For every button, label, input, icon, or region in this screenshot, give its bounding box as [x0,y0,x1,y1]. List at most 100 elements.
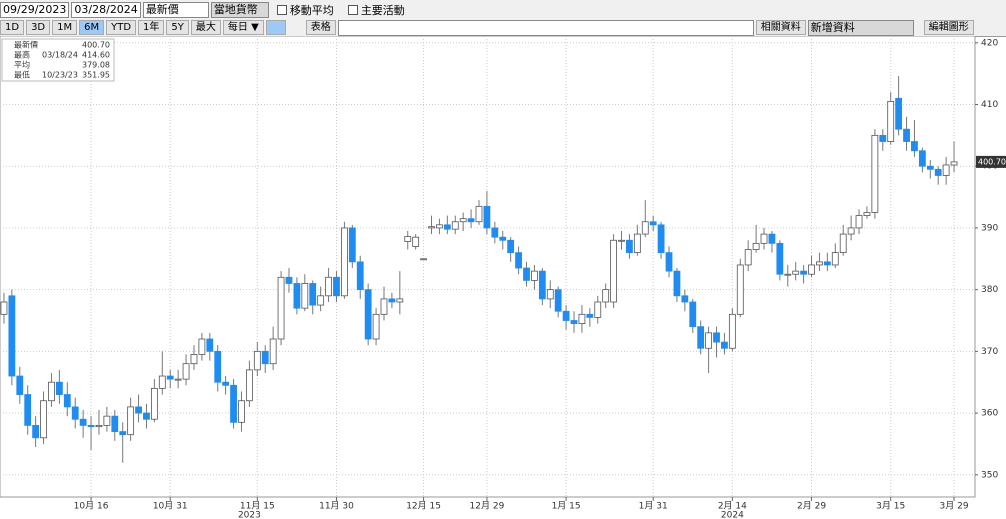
candle-body [649,221,657,226]
candle [143,403,150,429]
candle [428,215,435,235]
range-button[interactable]: 6M [79,20,105,35]
candle-body [32,425,40,439]
candle-body [681,295,689,303]
range-button[interactable]: 最大 [190,20,221,35]
candle-body [253,350,261,371]
candle-body [317,295,325,306]
candle-body [831,252,839,266]
candle-body [396,298,404,303]
candle [633,224,641,256]
search-box[interactable] [337,19,754,36]
moving-average[interactable]: 移動平均 [289,3,334,17]
candle-body [721,341,728,349]
candle-body [602,289,610,303]
candle-body [436,224,443,229]
candle-body [174,378,182,381]
candle [182,354,190,386]
candle [301,274,309,312]
add-data[interactable]: 新增資料 [807,19,914,36]
checkbox[interactable] [347,4,358,15]
candle-body [689,301,697,328]
candle [380,286,388,321]
candle-body [182,363,190,380]
candle [111,409,119,441]
frequency[interactable]: 每日 ▼ [222,20,264,35]
price-field[interactable]: 最新價 [142,1,209,18]
candle-body [816,261,823,266]
x-tick-label: 12月 29 [470,501,505,512]
checkbox[interactable] [276,4,287,15]
x-tick-label: 2月 29 [797,501,826,512]
candle [48,372,55,407]
candle-body [420,258,427,261]
candle-body [847,227,855,235]
candle [16,366,24,404]
range-button[interactable]: YTD [106,20,137,35]
toolbar: 09/29/2023 03/28/2024 最新價 當地貨幣 移動平均 主要活動 [0,0,1006,20]
candle-body [499,236,507,241]
candle-body [610,239,617,303]
candle [443,215,451,235]
candle [32,416,40,448]
range-button[interactable]: 3D [26,20,51,35]
candle-body [111,415,119,432]
stats-bg [1,38,115,82]
candle-body [428,226,435,229]
candle [768,231,776,253]
candle-body [507,239,515,254]
candle [348,224,356,269]
key-events[interactable]: 主要活動 [360,3,405,17]
candle-body [523,267,530,281]
candle [325,268,332,302]
candle [372,308,380,346]
candle-body [325,276,332,297]
candle [879,129,887,151]
candle-body [135,406,142,414]
currency[interactable]: 當地貨幣 [210,1,269,18]
y-tick-label: 350 [981,470,998,480]
related-button[interactable]: 相關資料 [755,20,806,35]
candle [222,376,230,395]
start-date[interactable]: 09/29/2023 [0,1,70,18]
candle [531,264,538,290]
candle-body [166,375,174,380]
candle-body [657,224,665,254]
end-date[interactable]: 03/28/2024 [71,1,141,18]
edit-chart[interactable]: 編輯圖形 [923,20,974,35]
candle [736,258,744,318]
candle-body [895,97,903,130]
candle [293,277,301,315]
candle-body [333,276,340,297]
stat-date: 03/18/24 [42,51,78,60]
range-button[interactable]: 5Y [166,20,189,35]
candle-body [40,400,47,439]
table-button[interactable]: 表格 [305,20,336,35]
candle-body [554,289,562,312]
stat-value: 400.70 [82,41,110,50]
candle [206,332,214,361]
candle-body [341,227,348,297]
range-button[interactable]: 1D [0,20,25,35]
candle-body [546,289,554,300]
candle-body [143,412,150,420]
candle-body [127,406,135,436]
range-button[interactable]: 1M [52,20,78,35]
candle-body [863,212,871,216]
candle [602,283,610,309]
candle-body [665,252,673,272]
tool-button[interactable] [265,20,286,35]
range-buttons: 1D 3D 1M 6M YTD 1年 5Y 最大 [0,20,223,35]
candle [40,391,47,444]
candle-body [24,394,32,426]
range-button[interactable]: 1年 [138,20,165,35]
last-price-tag [976,155,1006,168]
candle [895,76,903,136]
candle [420,258,427,261]
candle-body [245,369,253,402]
candle-body [918,150,926,167]
candle-body [752,242,760,250]
stat-value: 379.08 [82,61,110,70]
candle-body [879,134,887,142]
candle [776,240,784,281]
